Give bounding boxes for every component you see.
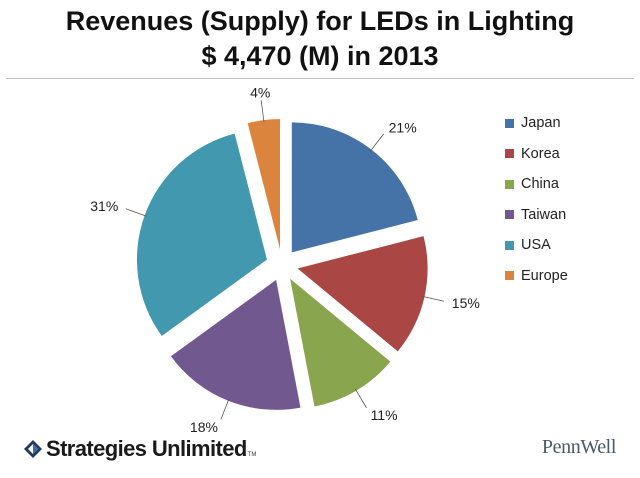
pie-slice-taiwan: [170, 279, 301, 410]
data-label-japan: 21%: [389, 120, 417, 136]
pie-slice-europe: [247, 119, 280, 250]
legend-label: Taiwan: [521, 206, 567, 223]
legend-label: China: [521, 176, 559, 193]
pennwell-logo: PennWell: [541, 436, 616, 458]
legend-label: Korea: [521, 145, 560, 162]
pie-slice-japan: [291, 122, 418, 253]
legend-item-japan: Japan: [505, 108, 568, 139]
data-label-china: 11%: [371, 407, 398, 423]
chart-title-line-1: Revenues (Supply) for LEDs in Lighting: [65, 6, 575, 36]
strategies-unlimited-logo: Strategies Unlimited TM: [22, 436, 256, 462]
leader-line-europe: [260, 100, 265, 123]
leader-line-japan: [369, 133, 385, 152]
data-label-europe: 4%: [250, 84, 270, 100]
legend-swatch: [505, 179, 514, 189]
chart-title: Revenues (Supply) for LEDs in Lighting $…: [0, 4, 640, 74]
legend-item-usa: USA: [505, 230, 568, 261]
data-label-korea: 15%: [452, 295, 480, 311]
title-divider: [6, 78, 634, 79]
legend-swatch: [505, 210, 514, 220]
pie-slice-usa: [136, 133, 267, 336]
leader-line-china: [354, 388, 367, 409]
data-label-taiwan: 18%: [190, 419, 218, 435]
legend-label: USA: [521, 237, 551, 254]
legend: Japan Korea China Taiwan USA Europe: [505, 108, 568, 291]
strategies-unlimited-text: Strategies Unlimited: [46, 436, 247, 461]
legend-label: Europe: [521, 267, 568, 284]
trademark-mark: TM: [247, 452, 257, 458]
leader-line-usa: [125, 208, 147, 217]
legend-item-europe: Europe: [505, 261, 568, 292]
strategies-unlimited-icon: [24, 440, 42, 458]
legend-swatch: [505, 118, 514, 128]
legend-label: Japan: [521, 115, 561, 132]
leader-line-taiwan: [220, 398, 230, 420]
pie-slice-china: [290, 278, 391, 407]
legend-swatch: [505, 271, 514, 281]
data-label-usa: 31%: [90, 198, 118, 214]
chart-title-line-2: $ 4,470 (M) in 2013: [201, 41, 439, 71]
pie-slice-korea: [297, 236, 428, 352]
legend-swatch: [505, 240, 514, 250]
leader-line-korea: [422, 296, 445, 302]
legend-item-taiwan: Taiwan: [505, 200, 568, 231]
legend-item-korea: Korea: [505, 139, 568, 170]
legend-swatch: [505, 149, 514, 159]
legend-item-china: China: [505, 169, 568, 200]
